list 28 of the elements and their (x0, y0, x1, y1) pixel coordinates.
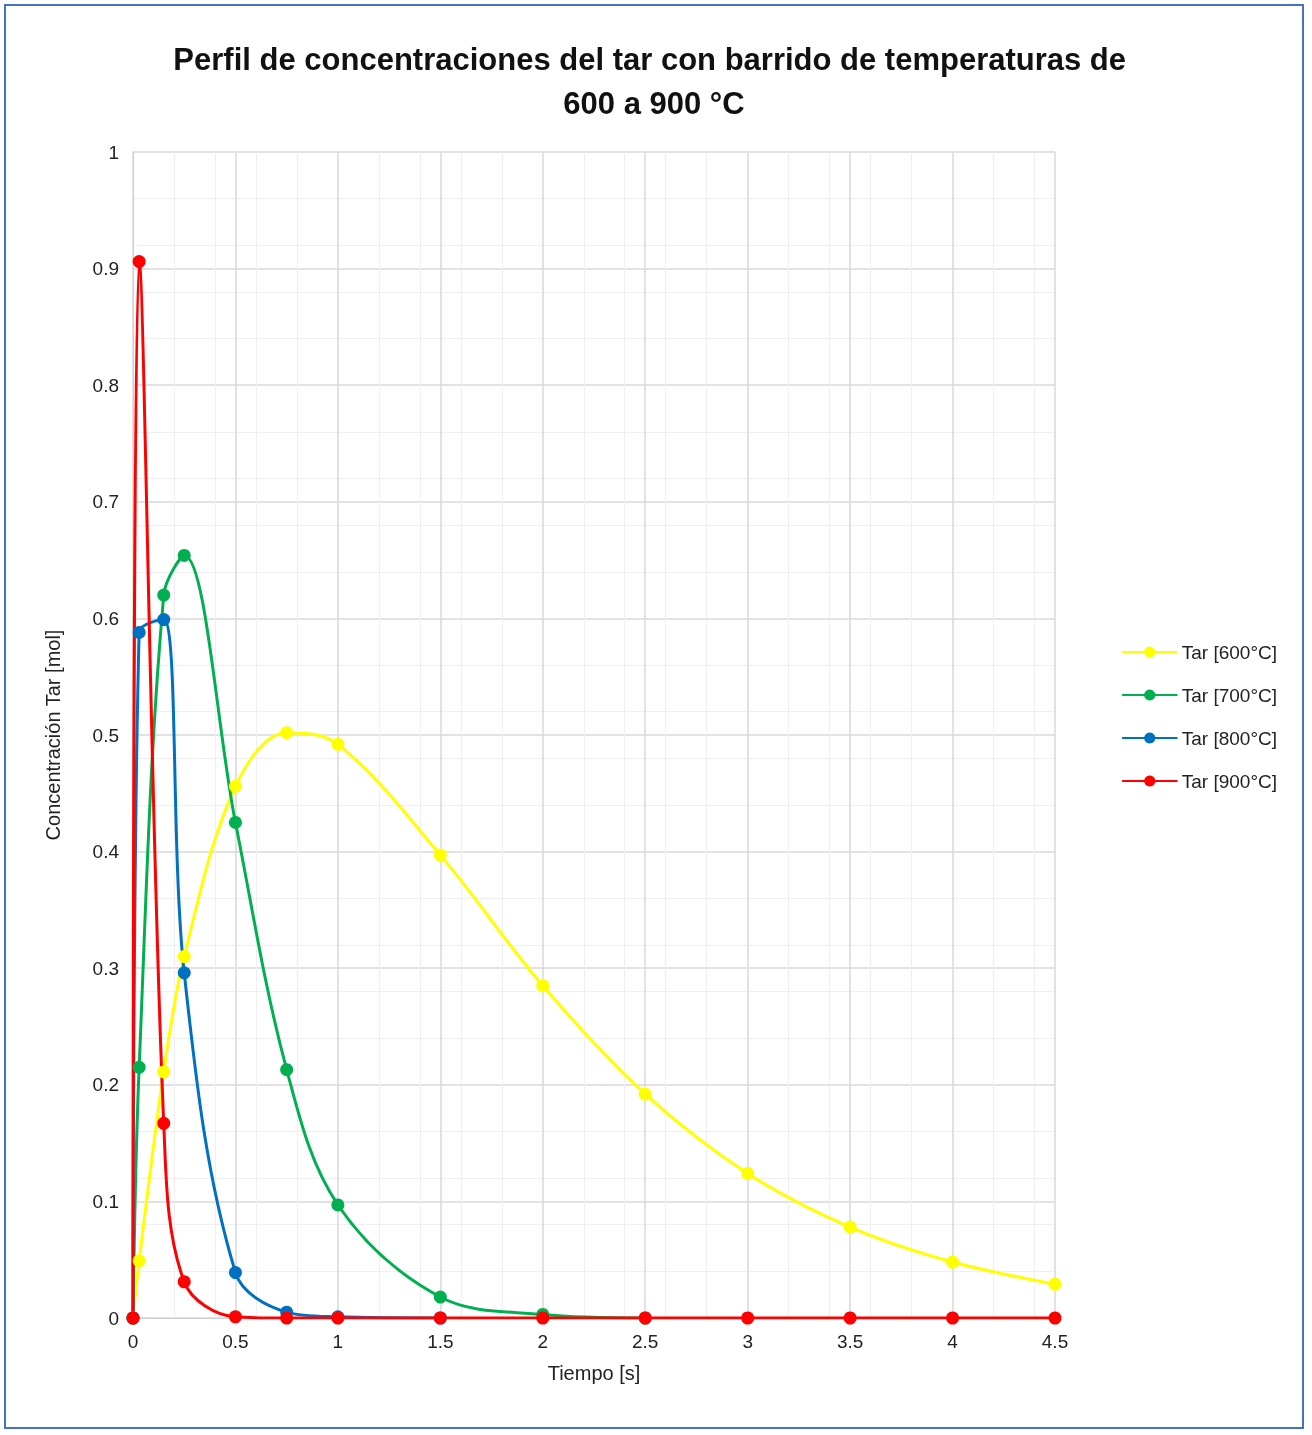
y-tick-label: 0.8 (92, 374, 119, 396)
x-tick-label: 4.5 (1041, 1331, 1069, 1352)
legend-label: Tar [600°C] (1181, 641, 1278, 663)
x-tick-label: 4 (947, 1331, 959, 1352)
y-tick-label: 0.6 (92, 607, 119, 629)
y-tick-label: 1 (108, 141, 119, 163)
y-tick-label: 0.1 (92, 1190, 119, 1212)
y-tick-label: 0.7 (92, 491, 119, 513)
chart-title: Perfil de concentraciones del tar con barrido de temperaturas de 600 a 900 °C (173, 41, 1135, 121)
legend-label: Tar [900°C] (1181, 770, 1278, 792)
legend-label: Tar [800°C] (1181, 727, 1278, 749)
y-axis-title: Concentración Tar [mol] (42, 629, 64, 841)
x-tick-label: 3.5 (836, 1331, 864, 1352)
y-tick-label: 0.3 (92, 957, 119, 979)
y-tick-label: 0 (108, 1307, 119, 1329)
x-tick-label: 3 (742, 1331, 753, 1352)
x-tick-label: 2.5 (632, 1331, 659, 1352)
y-tick-label: 0.9 (92, 258, 119, 280)
x-tick-label: 1 (332, 1331, 344, 1352)
y-tick-label: 0.5 (92, 724, 119, 746)
x-tick-label: 2 (537, 1331, 549, 1352)
y-tick-label: 0.2 (92, 1074, 119, 1096)
legend-label: Tar [700°C] (1181, 684, 1278, 706)
x-tick-label: 0 (127, 1331, 139, 1352)
x-axis-title: Tiempo [s] (547, 1362, 641, 1384)
x-tick-label: 1.5 (427, 1331, 454, 1352)
x-tick-label: 0.5 (222, 1331, 249, 1352)
y-tick-label: 0.4 (92, 841, 120, 863)
